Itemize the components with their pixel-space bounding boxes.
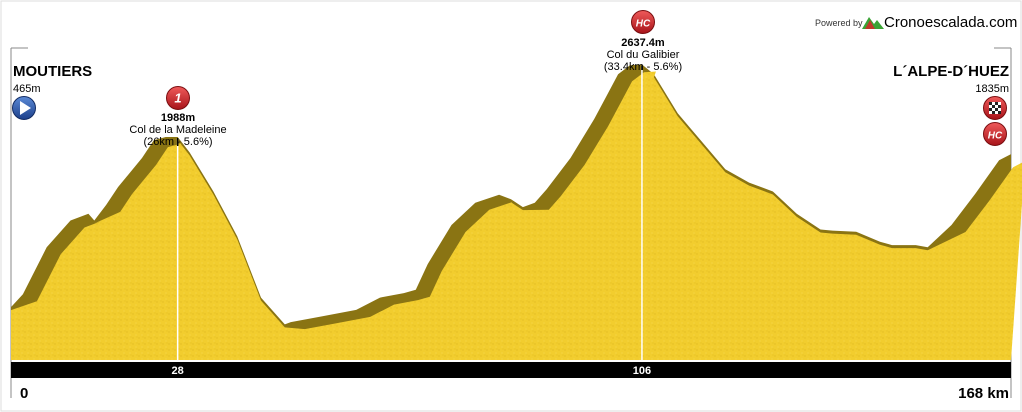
finish-hc-badge-icon-text: HC bbox=[988, 131, 1003, 142]
profile-area-fill bbox=[11, 71, 1022, 360]
flag-square bbox=[998, 108, 1001, 111]
finish-town-name: L´ALPE-D´HUEZ bbox=[893, 63, 1009, 80]
flag-square bbox=[992, 111, 995, 114]
flag-square bbox=[992, 102, 995, 105]
start-km-label: 0 bbox=[20, 385, 29, 402]
finish-km-label: 168 km bbox=[958, 385, 1009, 402]
climb-detail: (26km - 5.6%) bbox=[143, 136, 213, 148]
category-hc-badge-icon-text: HC bbox=[636, 19, 651, 30]
flag-square bbox=[989, 108, 992, 111]
flag-square bbox=[998, 111, 1001, 114]
category-hc-badge-icon bbox=[631, 10, 655, 34]
axis-tick-label-1: 28 bbox=[172, 365, 184, 377]
flag-square bbox=[995, 102, 998, 105]
climb-label-madeleine: 1988m Col de la Madeleine (26km - 5.6%) bbox=[129, 112, 226, 148]
distance-axis-bar bbox=[11, 362, 1011, 378]
category-1-badge-icon bbox=[166, 86, 190, 110]
start-town-name: MOUTIERS bbox=[13, 63, 93, 80]
axis-tick-label-2: 106 bbox=[633, 365, 651, 377]
flag-square bbox=[998, 105, 1001, 108]
flag-square bbox=[992, 108, 995, 111]
flag-square bbox=[995, 108, 998, 111]
category-1-badge-icon-text: 1 bbox=[174, 91, 181, 106]
climb-altitude: 2637.4m bbox=[621, 37, 665, 49]
flag-square bbox=[995, 105, 998, 108]
finish-elevation: 1835m bbox=[975, 83, 1009, 95]
climb-name: Col de la Madeleine bbox=[129, 124, 227, 136]
flag-square bbox=[998, 102, 1001, 105]
brand-name-link[interactable]: Cronoescalada.com bbox=[884, 14, 1018, 31]
flag-square bbox=[992, 105, 995, 108]
mountain-logo-icon[interactable] bbox=[862, 14, 884, 30]
finish-hc-badge-icon bbox=[983, 122, 1007, 146]
climb-detail: (33.4km - 5.6%) bbox=[603, 61, 683, 73]
climb-label-galibier: 2637.4m Col du Galibier (33.4km - 5.6%) bbox=[604, 37, 682, 73]
start-arrow-glyph bbox=[20, 101, 31, 115]
climb-name: Col du Galibier bbox=[606, 49, 680, 61]
flag-square bbox=[989, 105, 992, 108]
climb-altitude: 1988m bbox=[160, 112, 196, 124]
flag-square bbox=[989, 111, 992, 114]
start-elevation: 465m bbox=[13, 83, 41, 95]
flag-square bbox=[989, 102, 992, 105]
flag-square bbox=[995, 111, 998, 114]
powered-by-label: Powered by bbox=[815, 18, 863, 28]
